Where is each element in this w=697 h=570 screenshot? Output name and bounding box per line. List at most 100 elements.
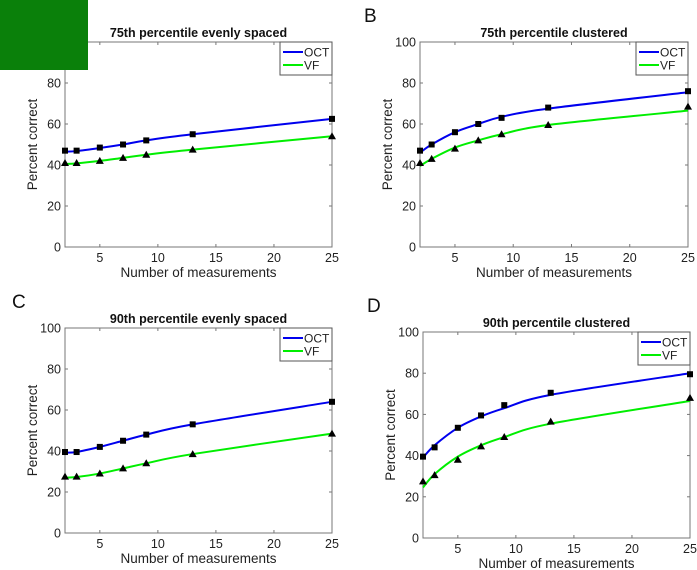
- data-point-vf: [453, 455, 462, 463]
- legend-entry: VF: [662, 349, 677, 363]
- data-point-vf: [188, 450, 197, 458]
- data-point-vf: [142, 150, 151, 158]
- data-point-oct: [687, 371, 693, 378]
- data-point-vf: [61, 158, 69, 166]
- y-tick-label: 100: [40, 322, 61, 336]
- data-point-oct: [475, 121, 482, 127]
- data-point-oct: [685, 88, 691, 95]
- panel-label: D: [367, 296, 381, 317]
- series-line-vf: [419, 109, 689, 167]
- data-point-oct: [96, 144, 103, 151]
- data-point-vf: [142, 459, 151, 467]
- legend-entry: OCT: [304, 332, 330, 346]
- data-point-vf: [72, 158, 81, 166]
- x-tick-label: 5: [451, 251, 458, 265]
- y-tick-label: 100: [395, 36, 416, 50]
- chart-title: 90th percentile evenly spaced: [110, 312, 287, 326]
- green-overlay-box: [0, 0, 88, 70]
- x-tick-label: 15: [209, 251, 223, 265]
- series-line-vf: [64, 135, 333, 165]
- data-point-vf: [72, 472, 81, 480]
- y-tick-label: 40: [402, 159, 416, 173]
- chart-title: 75th percentile clustered: [480, 26, 627, 40]
- data-point-oct: [329, 398, 335, 405]
- x-tick-label: 10: [506, 251, 520, 265]
- data-point-oct: [120, 437, 127, 444]
- axes-box: [419, 41, 689, 248]
- data-point-vf: [500, 433, 509, 441]
- y-tick-label: 20: [47, 486, 61, 500]
- x-axis-label: Number of measurements: [476, 265, 632, 280]
- y-tick-label: 40: [47, 445, 61, 459]
- y-axis-label: Percent correct: [25, 98, 40, 190]
- x-tick-label: 15: [567, 542, 581, 556]
- x-tick-label: 15: [565, 251, 579, 265]
- x-tick-label: 10: [151, 251, 165, 265]
- data-point-oct: [189, 131, 196, 138]
- x-tick-label: 5: [96, 251, 103, 265]
- data-point-vf: [474, 136, 483, 144]
- panel-2: 5 10 15 20 25 0 20 40 60 80 100 75th percentile clu…: [364, 6, 695, 280]
- data-point-vf: [430, 471, 439, 479]
- chart-title: 90th percentile clustered: [483, 316, 630, 330]
- data-point-oct: [501, 402, 508, 409]
- y-tick-label: 80: [405, 367, 419, 381]
- y-tick-label: 0: [409, 241, 416, 255]
- data-point-oct: [417, 147, 423, 154]
- y-tick-label: 80: [47, 363, 61, 377]
- x-tick-label: 10: [151, 537, 165, 551]
- data-point-vf: [416, 158, 424, 166]
- series-line-vf: [64, 432, 333, 479]
- y-tick-label: 80: [47, 77, 61, 91]
- y-tick-label: 100: [398, 326, 419, 340]
- data-point-vf: [419, 477, 427, 485]
- data-point-vf: [328, 429, 336, 437]
- x-tick-label: 20: [623, 251, 637, 265]
- data-point-vf: [686, 393, 694, 401]
- y-tick-label: 20: [402, 200, 416, 214]
- data-point-vf: [427, 154, 436, 162]
- data-point-oct: [478, 412, 485, 419]
- x-tick-label: 20: [267, 251, 281, 265]
- data-point-vf: [95, 156, 104, 164]
- legend-entry: OCT: [662, 336, 688, 350]
- data-point-oct: [498, 114, 505, 121]
- data-point-oct: [120, 141, 127, 148]
- data-point-vf: [450, 144, 459, 152]
- x-tick-label: 25: [325, 251, 339, 265]
- x-tick-label: 5: [96, 537, 103, 551]
- legend-box: [279, 327, 333, 362]
- y-tick-label: 60: [47, 118, 61, 132]
- y-tick-label: 40: [47, 159, 61, 173]
- legend-entry: OCT: [660, 46, 686, 60]
- data-point-vf: [477, 442, 486, 450]
- data-point-oct: [547, 389, 554, 396]
- data-point-vf: [497, 130, 506, 138]
- series-line-oct: [422, 372, 691, 459]
- data-point-vf: [188, 145, 197, 153]
- data-point-vf: [61, 472, 69, 480]
- y-tick-label: 20: [47, 200, 61, 214]
- y-tick-label: 60: [47, 404, 61, 418]
- y-tick-label: 60: [402, 118, 416, 132]
- legend-entry: VF: [660, 59, 675, 73]
- y-tick-label: 0: [412, 532, 419, 546]
- legend-entry: VF: [304, 59, 319, 73]
- y-axis-label: Percent correct: [380, 98, 395, 190]
- legend-entry: OCT: [304, 46, 330, 60]
- axes-box: [64, 41, 333, 248]
- data-point-vf: [544, 121, 553, 129]
- data-point-vf: [684, 102, 692, 110]
- data-point-oct: [420, 453, 426, 460]
- panel-4: 5 10 15 20 25 0 20 40 60 80 100 90th percentile clu…: [367, 296, 697, 570]
- panel-label: C: [12, 292, 26, 313]
- legend-box: [635, 41, 689, 76]
- data-point-oct: [62, 147, 68, 154]
- y-tick-label: 40: [405, 449, 419, 463]
- x-tick-label: 10: [509, 542, 523, 556]
- data-point-vf: [328, 132, 336, 140]
